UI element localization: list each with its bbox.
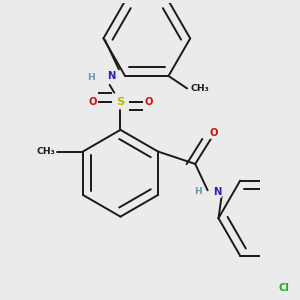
Text: H: H <box>87 73 95 82</box>
Text: Cl: Cl <box>278 283 289 293</box>
Text: H: H <box>194 187 202 196</box>
Text: O: O <box>210 128 218 138</box>
Text: O: O <box>144 97 153 107</box>
Text: CH₃: CH₃ <box>190 84 209 93</box>
Text: O: O <box>88 97 97 107</box>
Text: CH₃: CH₃ <box>36 147 55 156</box>
Text: N: N <box>107 70 115 81</box>
Text: N: N <box>213 187 221 197</box>
Text: S: S <box>116 97 124 107</box>
